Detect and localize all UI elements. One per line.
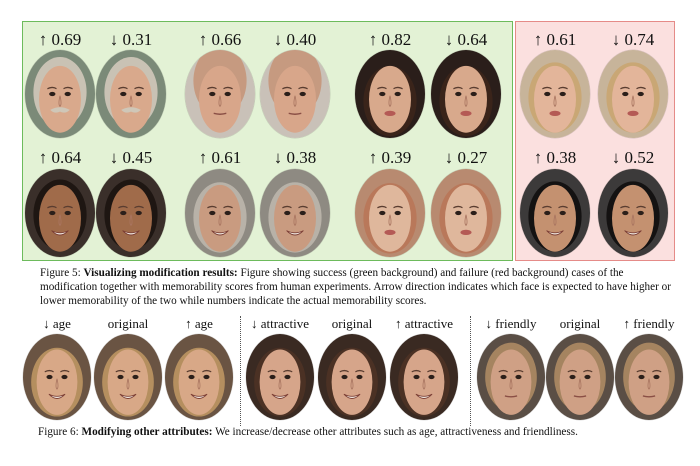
figure-6-text: We increase/decrease other attributes su… — [215, 426, 578, 438]
smiling-man-face — [96, 169, 166, 257]
figure-5-text: Figure showing success (green background… — [40, 267, 671, 307]
memorability-score-down: ↓ 0.31 — [109, 30, 153, 49]
attribute-label-original: original — [331, 316, 373, 331]
woman-blonde-face — [165, 334, 233, 420]
memorability-score-up: ↑ 0.66 — [198, 30, 242, 49]
memorability-score-down: ↓ 0.64 — [444, 30, 488, 49]
memorability-score-down: ↓ 0.38 — [273, 148, 317, 167]
memorability-score-up: ↑ 0.82 — [368, 30, 412, 49]
memorability-score-down: ↓ 0.52 — [611, 148, 655, 167]
attribute-label-original: original — [107, 316, 149, 331]
memorability-score-down: ↓ 0.74 — [611, 30, 655, 49]
bald-man-face — [185, 50, 255, 138]
asian-man-face — [598, 169, 668, 257]
older-man-mustache-face — [25, 50, 95, 138]
older-woman-face — [260, 169, 330, 257]
memorability-score-up: ↑ 0.69 — [38, 30, 82, 49]
group-divider — [470, 316, 471, 426]
bald-man-face — [260, 50, 330, 138]
attribute-label-increase: ↑ age — [185, 316, 213, 331]
older-man-mustache-face — [96, 50, 166, 138]
figure-6-title: Modifying other attributes: — [81, 426, 213, 438]
woman-blonde-face — [94, 334, 162, 420]
figure-6-label: Figure 6: — [38, 426, 79, 438]
figure-5-caption: Figure 5: Visualizing modification resul… — [40, 266, 680, 308]
dark-haired-woman-face — [431, 50, 501, 138]
memorability-score-up: ↑ 0.64 — [38, 148, 82, 167]
memorability-score-down: ↓ 0.40 — [273, 30, 317, 49]
memorability-score-up: ↑ 0.38 — [533, 148, 577, 167]
memorability-score-up: ↑ 0.61 — [533, 30, 577, 49]
figure-5-label: Figure 5: — [40, 267, 81, 279]
blonde-woman-face — [598, 50, 668, 138]
attribute-label-decrease: ↓ age — [43, 316, 71, 331]
figure-5-title: Visualizing modification results: — [83, 267, 238, 279]
asian-man-face — [520, 169, 590, 257]
red-haired-woman-face — [431, 169, 501, 257]
dark-haired-woman-face — [355, 50, 425, 138]
red-haired-woman-face — [355, 169, 425, 257]
memorability-score-down: ↓ 0.45 — [109, 148, 153, 167]
woman-blonde-face — [23, 334, 91, 420]
blonde-woman-face — [520, 50, 590, 138]
smiling-man-face — [25, 169, 95, 257]
woman-brunette-face — [318, 334, 386, 420]
figure-6-caption: Figure 6: Modifying other attributes: We… — [38, 425, 688, 439]
attribute-label-increase: ↑ friendly — [623, 316, 675, 331]
young-man-face — [615, 334, 683, 420]
memorability-score-up: ↑ 0.39 — [368, 148, 412, 167]
woman-brunette-face — [390, 334, 458, 420]
attribute-label-original: original — [559, 316, 601, 331]
memorability-score-up: ↑ 0.61 — [198, 148, 242, 167]
attribute-label-increase: ↑ attractive — [394, 316, 454, 331]
older-woman-face — [185, 169, 255, 257]
young-man-face — [546, 334, 614, 420]
memorability-score-down: ↓ 0.27 — [444, 148, 488, 167]
woman-brunette-face — [246, 334, 314, 420]
group-divider — [240, 316, 241, 426]
attribute-label-decrease: ↓ attractive — [250, 316, 310, 331]
attribute-label-decrease: ↓ friendly — [485, 316, 537, 331]
young-man-face — [477, 334, 545, 420]
